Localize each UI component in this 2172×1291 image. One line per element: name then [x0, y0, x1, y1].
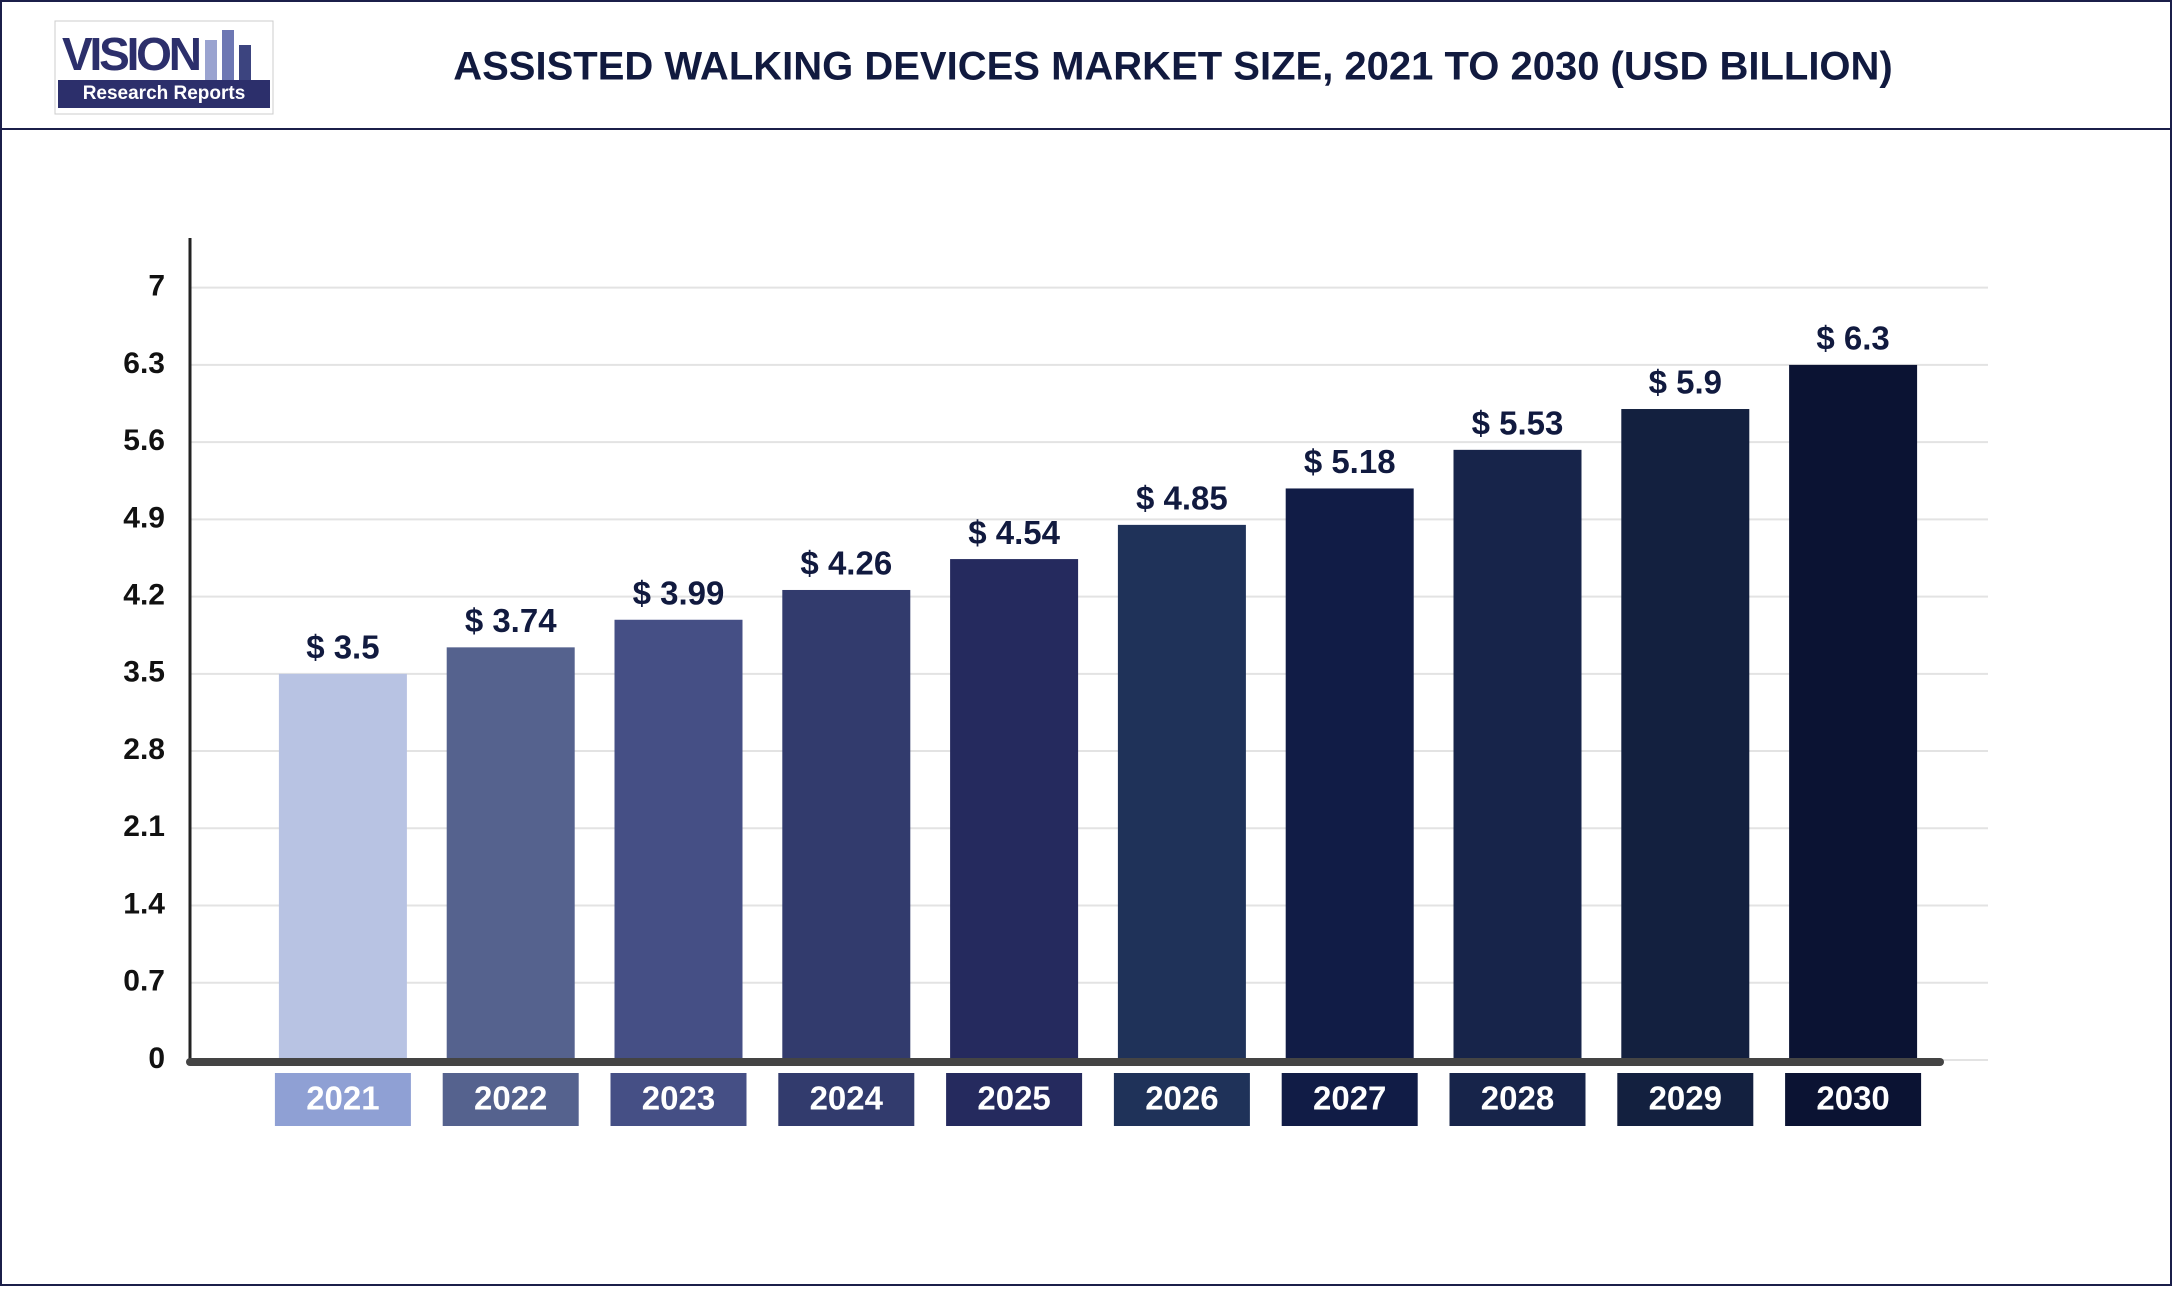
bar [1621, 409, 1750, 1060]
x-tick-label: 2026 [1145, 1080, 1218, 1117]
y-tick-label: 3.5 [123, 656, 165, 689]
x-tick-label: 2021 [306, 1080, 379, 1117]
value-label: $ 4.85 [1136, 480, 1228, 517]
value-label: $ 4.54 [968, 514, 1060, 551]
logo-band [58, 80, 270, 108]
x-tick-label: 2028 [1481, 1080, 1554, 1117]
bar [782, 589, 911, 1060]
category-box [1281, 1073, 1418, 1126]
y-tick-label: 6.3 [123, 347, 165, 380]
logo-name: VISION [62, 28, 202, 80]
value-label: $ 5.53 [1472, 405, 1564, 442]
logo-bar [222, 30, 234, 80]
value-label: $ 4.26 [800, 545, 892, 582]
value-label: $ 6.3 [1816, 320, 1889, 357]
x-tick-label: 2022 [474, 1080, 547, 1117]
x-tick-label: 2024 [810, 1080, 884, 1117]
logo: VISION Research Reports [54, 20, 274, 115]
bar [614, 619, 743, 1060]
y-tick-label: 7 [148, 270, 165, 303]
category-box [610, 1073, 747, 1126]
bar [950, 559, 1079, 1060]
value-label: $ 3.99 [633, 574, 725, 611]
bar [1789, 364, 1918, 1061]
y-tick-label: 0.7 [123, 965, 165, 998]
x-tick-label: 2027 [1313, 1080, 1386, 1117]
value-label: $ 5.18 [1304, 443, 1396, 480]
x-tick-label: 2023 [642, 1080, 715, 1117]
bar [1453, 449, 1582, 1060]
category-box [946, 1073, 1083, 1126]
value-label: $ 3.5 [306, 629, 379, 666]
chart-title: ASSISTED WALKING DEVICES MARKET SIZE, 20… [453, 45, 1893, 89]
y-tick-label: 4.9 [123, 501, 165, 534]
y-tick-label: 4.2 [123, 579, 165, 612]
category-box [274, 1073, 411, 1126]
y-tick-label: 1.4 [123, 887, 165, 920]
y-tick-label: 2.8 [123, 733, 165, 766]
bar [446, 647, 575, 1060]
x-tick-label: 2025 [977, 1080, 1050, 1117]
logo-bar [239, 45, 251, 80]
y-tick-label: 2.1 [123, 810, 165, 843]
category-box [1617, 1073, 1754, 1126]
category-box [1785, 1073, 1922, 1126]
value-label: $ 3.74 [465, 602, 557, 639]
category-box [1449, 1073, 1586, 1126]
y-tick-label: 5.6 [123, 424, 165, 457]
y-tick-label: 0 [148, 1042, 165, 1075]
x-tick-label: 2029 [1649, 1080, 1722, 1117]
category-box [442, 1073, 579, 1126]
logo-bar [205, 40, 217, 80]
bar [1285, 488, 1414, 1060]
category-box [778, 1073, 915, 1126]
bar [1117, 524, 1246, 1060]
x-tick-label: 2030 [1816, 1080, 1889, 1117]
value-label: $ 5.9 [1649, 364, 1722, 401]
category-box [1113, 1073, 1250, 1126]
bar [278, 673, 407, 1060]
logo-tagline: Research Reports [83, 83, 246, 104]
